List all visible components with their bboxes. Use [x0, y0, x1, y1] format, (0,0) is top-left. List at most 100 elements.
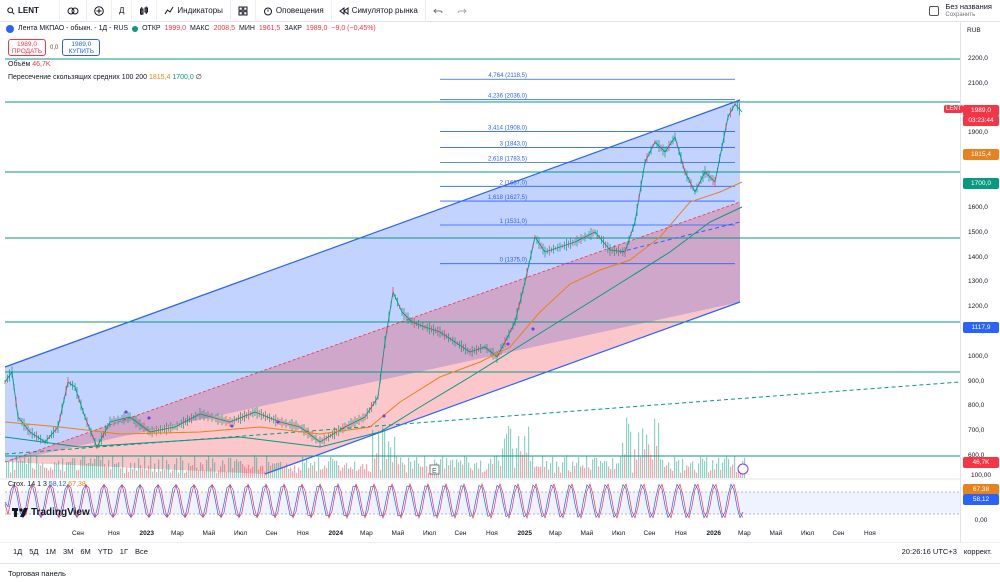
- volume-bar: [188, 463, 190, 478]
- sell-button[interactable]: 1989,0 ПРОДАТЬ: [8, 39, 46, 56]
- alarm-clock-icon: [263, 7, 272, 15]
- volume-bar: [34, 469, 36, 478]
- price-axis[interactable]: RUB 2200,02100,02000,01900,01800,01700,0…: [960, 22, 1000, 542]
- volume-bar: [98, 456, 100, 478]
- volume-bar: [646, 434, 648, 478]
- volume-bar: [230, 457, 232, 478]
- alerts-button[interactable]: Оповещения: [256, 0, 332, 22]
- stoch-label: Стох. 14 1 3: [8, 481, 47, 488]
- volume-bar: [48, 470, 50, 478]
- time-axis-label: Май: [770, 529, 783, 537]
- volume-bar: [450, 460, 452, 478]
- volume-bar: [258, 469, 260, 478]
- compare-button[interactable]: [60, 0, 87, 22]
- volume-bar: [362, 464, 364, 478]
- fib-level-label: 2 (1687,0): [500, 180, 527, 186]
- volume-bar: [360, 466, 362, 478]
- volume-bar: [602, 462, 604, 478]
- tradingview-logo-icon: [12, 508, 28, 517]
- volume-bar: [348, 468, 350, 478]
- ma-100-line: [4, 181, 743, 435]
- undo-button[interactable]: [426, 0, 450, 22]
- buy-button[interactable]: 1989,0 КУПИТЬ: [62, 39, 101, 56]
- volume-bar: [30, 455, 32, 478]
- save-layout[interactable]: Без названия Сохранить: [929, 2, 992, 20]
- earnings-marker-glyph: E: [432, 468, 437, 475]
- volume-bar: [418, 463, 420, 478]
- volume-bar: [318, 457, 320, 478]
- layouts-button[interactable]: [231, 0, 256, 22]
- volume-bar: [610, 469, 612, 478]
- volume-bar: [484, 471, 486, 478]
- chart-type-button[interactable]: [132, 0, 158, 22]
- volume-bar: [76, 470, 78, 478]
- volume-bar: [272, 463, 274, 478]
- cross-marker: [382, 414, 386, 418]
- volume-bar: [270, 465, 272, 478]
- volume-bar: [368, 471, 370, 478]
- volume-bar: [208, 455, 210, 478]
- volume-bar: [644, 449, 646, 478]
- price-chart[interactable]: 4,764 (2118,5) 4,236 (2036,0) 3,414 (1908,…: [0, 22, 960, 542]
- volume-bar: [62, 458, 64, 478]
- timeframe-button[interactable]: Все: [135, 547, 148, 556]
- volume-bar: [104, 464, 106, 478]
- volume-bar: [44, 467, 46, 478]
- add-symbol-button[interactable]: [87, 0, 112, 22]
- volume-legend[interactable]: Объём 46,7K: [8, 61, 51, 68]
- volume-bar: [626, 417, 628, 478]
- time-axis-label: Май: [581, 529, 594, 537]
- red-channel-fill: [5, 202, 740, 474]
- volume-bar: [218, 470, 220, 478]
- volume-bar: [178, 472, 180, 478]
- ma3-value: ∅: [195, 74, 202, 81]
- volume-bar: [452, 459, 454, 478]
- timeframe-button[interactable]: 1Г: [119, 547, 129, 556]
- price-axis-label: 1200,0: [968, 303, 988, 311]
- volume-bar: [456, 459, 458, 478]
- volume-bar: [376, 453, 378, 478]
- volume-bar: [172, 470, 174, 478]
- volume-bar: [102, 456, 104, 478]
- earnings-marker[interactable]: [429, 464, 440, 475]
- volume-bar: [236, 459, 238, 478]
- volume-bar: [82, 456, 84, 478]
- timeframe-button[interactable]: 1Д: [13, 547, 23, 556]
- volume-bar: [716, 463, 718, 478]
- volume-bar: [280, 461, 282, 478]
- volume-bar: [88, 462, 90, 478]
- symbol-price-tag: LENT: [944, 105, 964, 114]
- fullscreen-toggle[interactable]: [929, 6, 940, 16]
- correction-toggle[interactable]: коррект.: [963, 547, 992, 556]
- stoch-d-line: [4, 482, 744, 520]
- dividend-marker[interactable]: [737, 463, 749, 475]
- volume-bar: [94, 458, 96, 478]
- volume-bar: [548, 469, 550, 478]
- timeframe-button[interactable]: 6М: [80, 547, 91, 556]
- redo-button[interactable]: [450, 0, 474, 22]
- ma-label: Пересечение скользящих средних 100 200: [8, 74, 147, 81]
- timeframe-button[interactable]: 3М: [62, 547, 74, 556]
- volume-bar: [562, 462, 564, 478]
- volume-bar: [144, 456, 146, 478]
- trading-panel-bar[interactable]: Торговая панель: [0, 563, 1000, 582]
- countdown-tag: 03:23:44: [963, 115, 999, 127]
- replay-button[interactable]: Симулятор рынка: [332, 0, 426, 22]
- symbol-search[interactable]: LENT: [0, 0, 60, 22]
- volume-bar: [206, 459, 208, 478]
- cross-marker: [230, 424, 234, 428]
- volume-bar: [310, 463, 312, 478]
- volume-bar: [224, 464, 226, 478]
- timeframe-button[interactable]: YTD: [97, 547, 113, 556]
- stoch-legend[interactable]: Стох. 14 1 3 58,12 67,38: [8, 481, 86, 488]
- grid-icon: [238, 6, 248, 15]
- volume-bar: [576, 463, 578, 478]
- timeframe-button[interactable]: 5Д: [29, 547, 39, 556]
- ma-cross-legend[interactable]: Пересечение скользящих средних 100 200 1…: [8, 73, 202, 81]
- interval-button[interactable]: Д: [112, 0, 133, 22]
- legend-title[interactable]: Лента МКПАО - обыкн. - 1Д - RUS: [18, 25, 129, 32]
- clock[interactable]: 20:26:16 UTC+3: [901, 547, 957, 556]
- indicators-button[interactable]: Индикаторы: [157, 0, 231, 22]
- volume-bar: [522, 454, 524, 478]
- timeframe-button[interactable]: 1М: [45, 547, 56, 556]
